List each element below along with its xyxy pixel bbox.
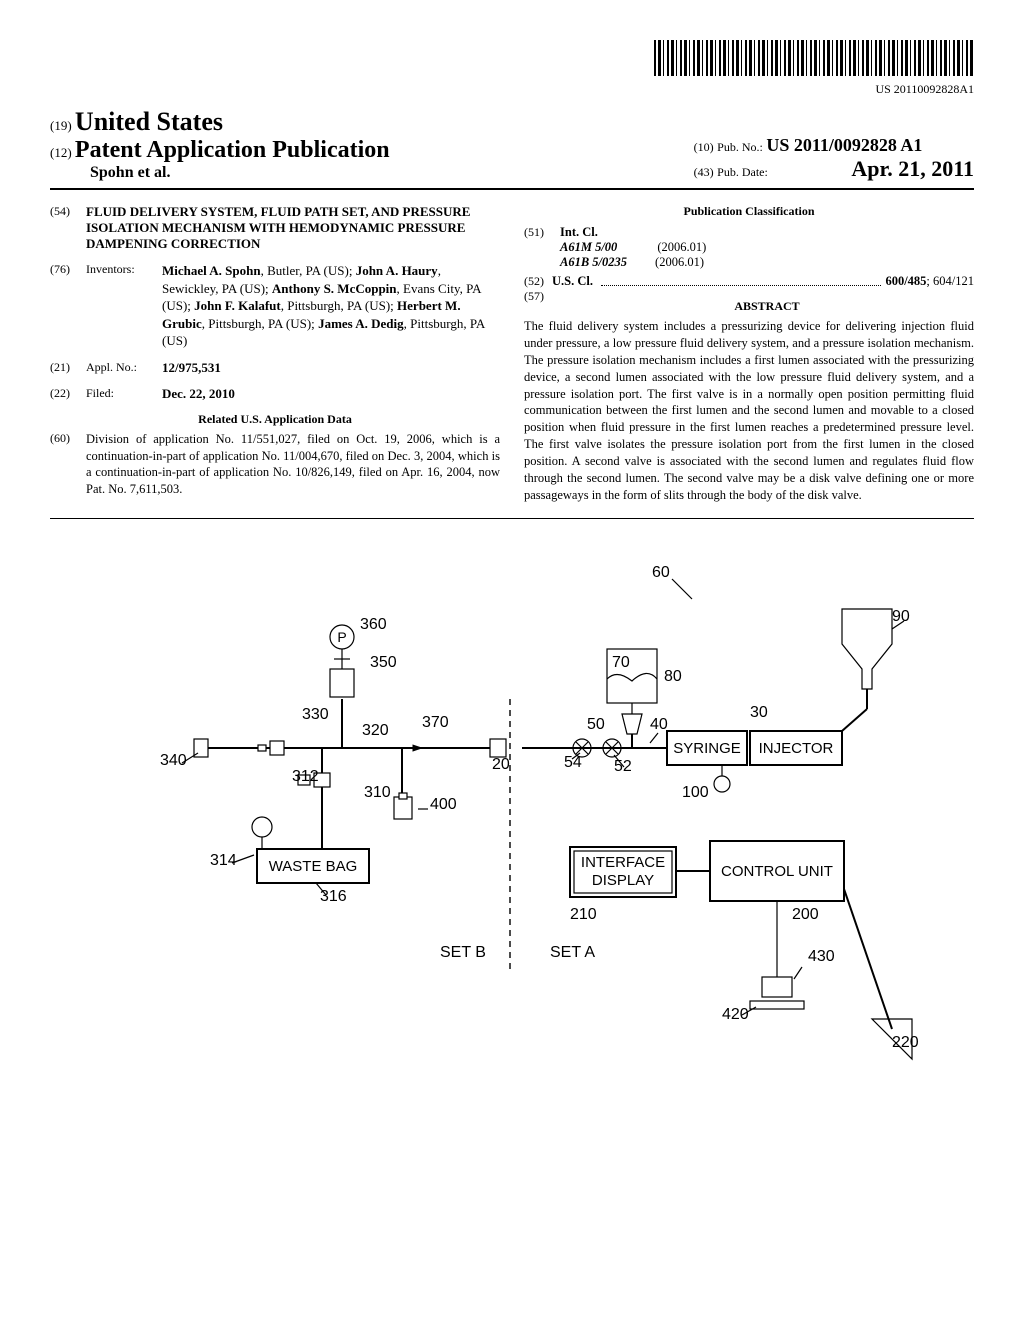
related-head: Related U.S. Application Data [50,412,500,427]
ref-400: 400 [430,796,457,813]
applno-label: Appl. No.: [86,360,154,376]
ref-314: 314 [210,852,237,869]
title-row: (54) FLUID DELIVERY SYSTEM, FLUID PATH S… [50,204,500,252]
appl-number: 12/975,531 [162,360,221,376]
related-text: Division of application No. 11/551,027, … [86,431,500,499]
code-60: (60) [50,431,78,499]
ref-54: 54 [564,754,582,771]
ref-210: 210 [570,906,597,923]
code-43: (43) [694,165,714,179]
ref-50: 50 [587,716,605,733]
bibliographic-columns: (54) FLUID DELIVERY SYSTEM, FLUID PATH S… [50,204,974,519]
injector-text: INJECTOR [759,740,834,757]
pubno-label: Pub. No.: [717,140,763,154]
applno-row: (21) Appl. No.: 12/975,531 [50,360,500,376]
intcl-code-0: A61M 5/00 [560,240,617,255]
country: United States [75,107,223,136]
ref-350: 350 [370,654,397,671]
ref-70: 70 [612,654,630,671]
figure-1: P SYRINGE INJECTOR INTERFACE DISPLAY CON… [50,549,974,1069]
ref-340: 340 [160,752,187,769]
left-column: (54) FLUID DELIVERY SYSTEM, FLUID PATH S… [50,204,500,508]
code-57: (57) [524,289,552,318]
code-54: (54) [50,204,78,252]
control-text: CONTROL UNIT [721,863,833,880]
ref-310: 310 [364,784,391,801]
abstract-head: ABSTRACT [560,299,974,314]
inventors-list: Michael A. Spohn, Butler, PA (US); John … [162,262,500,350]
pedal-430 [762,977,792,997]
ref-316: 316 [320,888,347,905]
code-51: (51) [524,225,552,270]
intcl-year-1: (2006.01) [655,255,704,270]
ref-100: 100 [682,784,709,801]
right-column: Publication Classification (51) Int. Cl.… [524,204,974,508]
ref-30: 30 [750,704,768,721]
barcode-text: US 20110092828A1 [50,82,974,97]
filed-row: (22) Filed: Dec. 22, 2010 [50,386,500,402]
pub-number: US 2011/0092828 A1 [766,135,922,155]
code-52: (52) [524,274,552,289]
inventors-row: (76) Inventors: Michael A. Spohn, Butler… [50,262,500,350]
pubclass-head: Publication Classification [524,204,974,219]
code-19: (19) [50,118,72,133]
uscl-value: 600/485; 604/121 [885,274,974,289]
ref-52: 52 [614,758,632,775]
intcl-year-0: (2006.01) [657,240,706,255]
knob-100 [714,776,730,792]
publication-type: Patent Application Publication [75,137,390,163]
intcl-code-1: A61B 5/0235 [560,255,627,270]
invention-title: FLUID DELIVERY SYSTEM, FLUID PATH SET, A… [86,204,500,252]
abstract-text: The fluid delivery system includes a pre… [524,318,974,504]
ref-430: 430 [808,948,835,965]
authors-short: Spohn et al. [50,164,390,182]
ref-312: 312 [292,768,319,785]
code-10: (10) [694,140,714,154]
filed-label: Filed: [86,386,154,402]
page-header: (19) United States (12) Patent Applicati… [50,107,974,190]
syringe-text: SYRINGE [673,740,741,757]
ref-40: 40 [650,716,668,733]
ref-90: 90 [892,608,910,625]
related-row: (60) Division of application No. 11/551,… [50,431,500,499]
ref-370: 370 [422,714,449,731]
filed-date: Dec. 22, 2010 [162,386,235,402]
ref-360: 360 [360,616,387,633]
code-76: (76) [50,262,78,350]
code-12: (12) [50,145,72,160]
ref-80: 80 [664,668,682,685]
barcode [50,40,974,80]
drip-350 [330,669,354,697]
inventors-label: Inventors: [86,262,154,350]
waste-text: WASTE BAG [269,858,358,875]
ref-20: 20 [492,756,510,773]
ref-SET B: SET B [440,944,486,961]
uscl-label: U.S. Cl. [552,274,593,289]
code-22: (22) [50,386,78,402]
ref-60: 60 [652,564,670,581]
dev-400 [394,797,412,819]
intcl-row: (51) Int. Cl. A61M 5/00 (2006.01) A61B 5… [524,225,974,270]
ref-200: 200 [792,906,819,923]
svg-text:P: P [337,629,346,645]
interface-text2: DISPLAY [592,872,654,889]
funnel-90 [842,609,892,689]
pub-date: Apr. 21, 2011 [851,156,974,181]
ref-330: 330 [302,706,329,723]
code-21: (21) [50,360,78,376]
uscl-dots [601,285,881,286]
interface-text1: INTERFACE [581,854,665,871]
pubdate-label: Pub. Date: [717,165,768,179]
intcl-label: Int. Cl. [560,225,706,240]
ref-320: 320 [362,722,389,739]
ref-220: 220 [892,1034,919,1051]
ref-420: 420 [722,1006,749,1023]
uscl-row: (52) U.S. Cl. 600/485; 604/121 [524,274,974,289]
ref-SET A: SET A [550,944,595,961]
